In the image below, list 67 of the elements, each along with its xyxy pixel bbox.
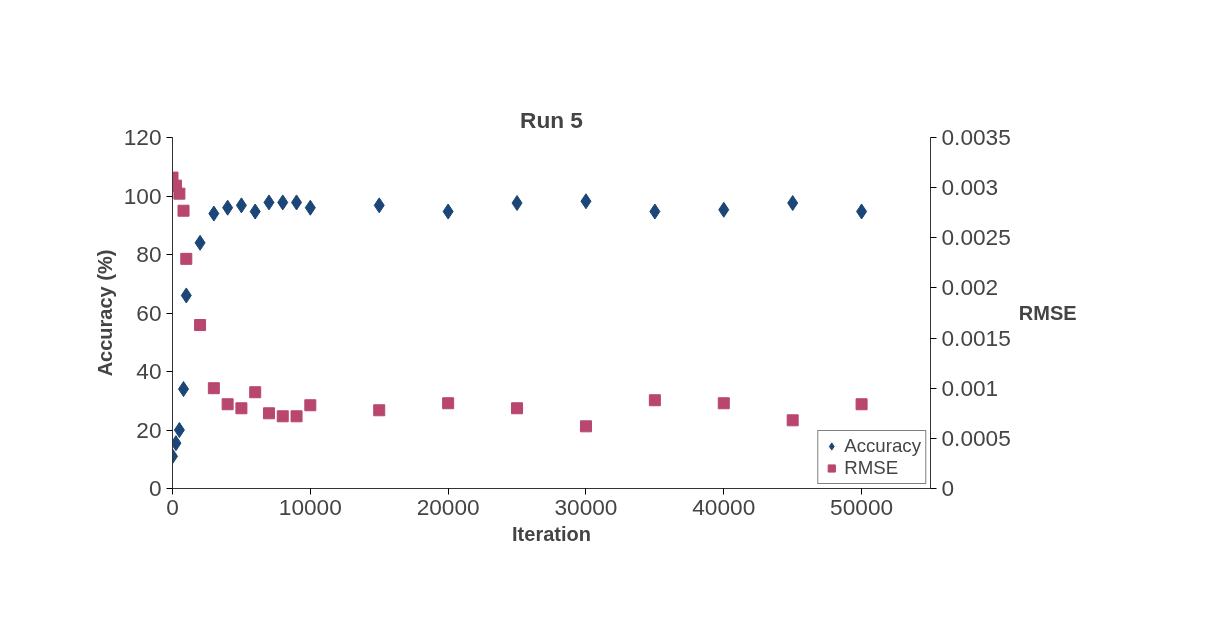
point: [291, 194, 303, 211]
x-tick-label: 10000: [278, 493, 342, 520]
point: [511, 195, 523, 212]
y2-tick-label: 0.003: [941, 174, 999, 201]
y2-axis-title: RMSE: [1018, 302, 1077, 324]
x-tick-label: 20000: [416, 493, 480, 520]
point: [649, 203, 661, 220]
y-axis-title: Accuracy (%): [93, 249, 116, 377]
point: [222, 199, 234, 216]
y-tick-label: 20: [136, 416, 162, 443]
point: [221, 398, 234, 411]
point: [173, 187, 186, 200]
point: [786, 414, 799, 427]
point: [180, 252, 193, 265]
y-tick-label: 40: [136, 358, 162, 384]
point: [442, 397, 455, 410]
y2-tick-label: 0.0035: [941, 124, 1011, 150]
point: [207, 382, 220, 395]
point: [442, 203, 454, 220]
point: [277, 194, 289, 211]
point: [173, 422, 185, 438]
point: [304, 199, 316, 216]
y-tick-label: 120: [123, 124, 162, 150]
chart-title: Run 5: [520, 106, 583, 133]
point: [208, 205, 220, 222]
point: [249, 386, 262, 399]
point: [718, 201, 730, 218]
point: [290, 410, 303, 423]
legend-label: RMSE: [844, 457, 899, 479]
point: [180, 287, 192, 304]
y-tick-label: 60: [136, 299, 162, 326]
x-axis-title: Iteration: [512, 522, 591, 545]
point: [235, 197, 247, 214]
y2-tick-label: 0.0005: [941, 424, 1011, 451]
point: [304, 399, 317, 412]
point: [178, 381, 190, 398]
point: [856, 203, 868, 220]
y-tick-label: 0: [148, 475, 162, 501]
x-tick-label: 50000: [830, 493, 894, 520]
point: [580, 193, 592, 210]
y-tick-label: 100: [123, 182, 162, 209]
y-tick-label: 80: [136, 241, 162, 267]
point: [373, 404, 386, 417]
point: [249, 203, 261, 220]
x-tick-label: 30000: [554, 493, 618, 520]
point: [177, 204, 190, 217]
point: [194, 319, 207, 332]
point: [235, 402, 248, 415]
point: [262, 407, 275, 420]
point: [787, 195, 799, 212]
y2-tick-label: 0: [941, 475, 955, 501]
point: [276, 410, 289, 423]
y2-tick-label: 0.0015: [941, 324, 1011, 351]
x-tick-label: 0: [166, 493, 179, 520]
x-tick-label: 40000: [692, 493, 756, 520]
point: [648, 394, 661, 407]
point: [717, 397, 730, 410]
point: [194, 234, 206, 251]
y2-tick-label: 0.001: [941, 374, 999, 401]
point: [263, 194, 275, 211]
y2-tick-label: 0.002: [941, 274, 999, 301]
point: [511, 402, 524, 415]
point: [579, 420, 592, 433]
y2-tick-label: 0.0025: [941, 224, 1011, 251]
point: [855, 398, 868, 411]
legend-label: Accuracy: [844, 435, 921, 457]
point: [373, 197, 385, 214]
